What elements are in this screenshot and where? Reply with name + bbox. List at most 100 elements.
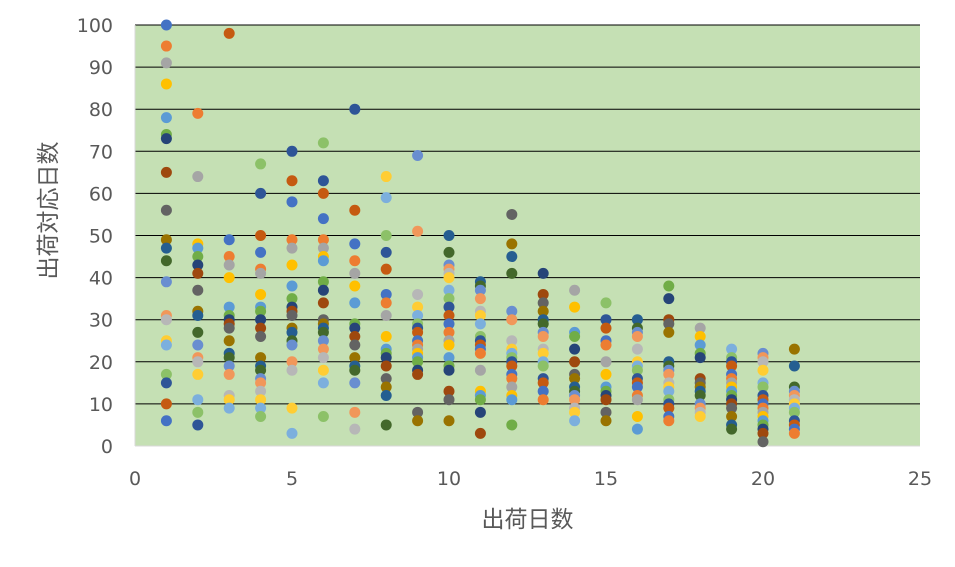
- data-point: [569, 415, 581, 427]
- data-point: [349, 423, 361, 435]
- data-point: [223, 402, 235, 414]
- data-point: [757, 436, 769, 448]
- data-point: [537, 347, 549, 359]
- data-point: [160, 166, 172, 178]
- data-point: [192, 309, 204, 321]
- data-point: [349, 103, 361, 115]
- data-point: [160, 377, 172, 389]
- data-point: [663, 326, 675, 338]
- data-point: [286, 242, 298, 254]
- data-point: [380, 171, 392, 183]
- data-point: [317, 352, 329, 364]
- data-point: [192, 251, 204, 263]
- data-point: [223, 234, 235, 246]
- y-tick-label: 40: [89, 268, 113, 290]
- data-point: [663, 402, 675, 414]
- data-point: [160, 398, 172, 410]
- data-point: [192, 171, 204, 183]
- data-point: [160, 255, 172, 267]
- data-point: [600, 415, 612, 427]
- data-point: [537, 394, 549, 406]
- data-point: [380, 352, 392, 364]
- data-point: [286, 175, 298, 187]
- data-point: [349, 238, 361, 250]
- data-point: [569, 356, 581, 368]
- data-point: [788, 360, 800, 372]
- data-point: [694, 331, 706, 343]
- data-point: [223, 352, 235, 364]
- data-point: [506, 394, 518, 406]
- data-point: [286, 339, 298, 351]
- data-point: [474, 293, 486, 305]
- data-point: [192, 406, 204, 418]
- data-point: [255, 246, 267, 258]
- data-point: [631, 331, 643, 343]
- data-point: [255, 314, 267, 326]
- data-point: [537, 318, 549, 330]
- data-point: [443, 301, 455, 313]
- data-point: [160, 339, 172, 351]
- data-point: [380, 230, 392, 241]
- data-point: [286, 326, 298, 338]
- data-point: [223, 259, 235, 271]
- data-point: [255, 411, 267, 423]
- data-point: [317, 242, 329, 254]
- data-point: [192, 267, 204, 279]
- data-point: [443, 415, 455, 427]
- data-point: [631, 314, 643, 326]
- y-tick-label: 30: [89, 310, 113, 332]
- data-point: [286, 293, 298, 305]
- y-tick-label: 50: [89, 226, 113, 248]
- data-point: [255, 305, 267, 317]
- data-point: [569, 343, 581, 355]
- data-point: [474, 364, 486, 376]
- data-point: [474, 394, 486, 406]
- data-points: [160, 19, 800, 448]
- data-point: [663, 293, 675, 305]
- data-point: [663, 385, 675, 397]
- data-point: [569, 331, 581, 343]
- data-point: [380, 419, 392, 431]
- data-point: [537, 267, 549, 279]
- y-axis-title: 出荷対応日数: [36, 142, 62, 280]
- data-point: [317, 297, 329, 309]
- data-point: [726, 360, 738, 372]
- data-point: [317, 335, 329, 347]
- data-point: [474, 318, 486, 330]
- data-point: [160, 19, 172, 31]
- data-point: [600, 356, 612, 368]
- data-point: [443, 318, 455, 330]
- data-point: [317, 187, 329, 199]
- data-point: [506, 208, 518, 220]
- data-point: [255, 322, 267, 334]
- data-point: [349, 322, 361, 334]
- data-point: [443, 394, 455, 406]
- data-point: [255, 158, 267, 170]
- data-point: [223, 251, 235, 263]
- data-point: [663, 368, 675, 380]
- data-point: [192, 242, 204, 254]
- data-point: [506, 381, 518, 393]
- data-point: [537, 331, 549, 343]
- data-point: [380, 309, 392, 321]
- data-point: [349, 406, 361, 418]
- x-tick-label: 20: [751, 468, 775, 490]
- data-point: [569, 284, 581, 296]
- data-point: [663, 280, 675, 292]
- data-point: [788, 427, 800, 439]
- data-point: [726, 411, 738, 423]
- y-tick-label: 80: [89, 99, 113, 121]
- data-point: [317, 255, 329, 267]
- data-point: [349, 339, 361, 351]
- data-point: [788, 343, 800, 355]
- data-point: [412, 326, 424, 338]
- data-point: [255, 187, 267, 199]
- data-point: [600, 339, 612, 351]
- data-point: [223, 301, 235, 313]
- data-point: [317, 411, 329, 423]
- data-point: [474, 284, 486, 296]
- data-point: [317, 276, 329, 288]
- data-point: [223, 368, 235, 380]
- data-point: [192, 107, 204, 119]
- data-point: [286, 356, 298, 368]
